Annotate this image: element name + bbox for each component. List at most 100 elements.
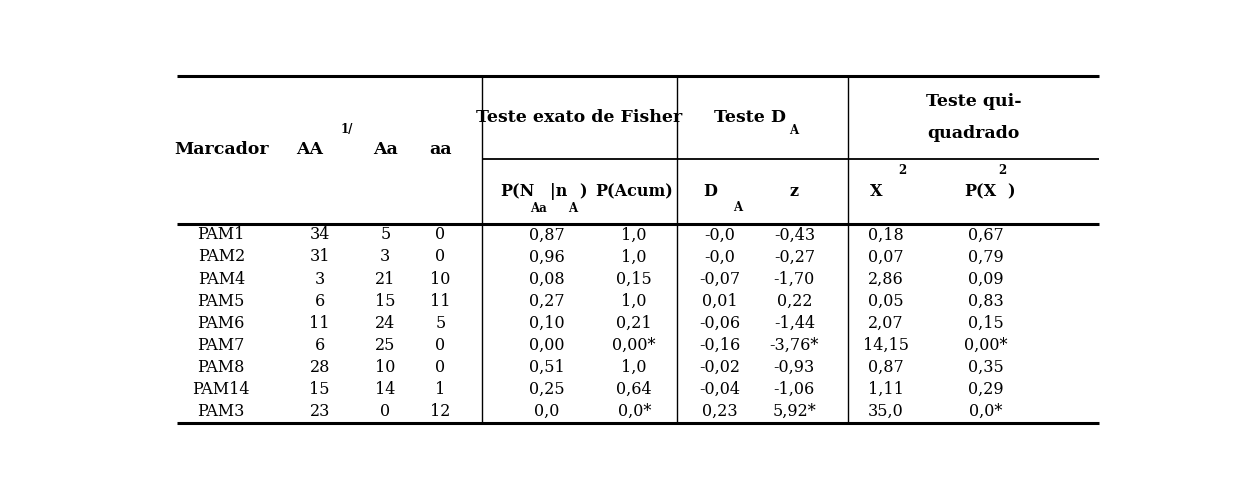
Text: P(X: P(X — [964, 183, 996, 200]
Text: -0,0: -0,0 — [705, 226, 736, 244]
Text: 11: 11 — [310, 315, 330, 332]
Text: 0,64: 0,64 — [616, 381, 652, 398]
Text: ): ) — [1007, 183, 1015, 200]
Text: 0,15: 0,15 — [967, 315, 1003, 332]
Text: 11: 11 — [430, 293, 451, 309]
Text: 0,67: 0,67 — [967, 226, 1003, 244]
Text: 14,15: 14,15 — [863, 337, 909, 354]
Text: X: X — [870, 183, 883, 200]
Text: 0,01: 0,01 — [702, 293, 738, 309]
Text: PAM4: PAM4 — [198, 271, 245, 288]
Text: 15: 15 — [375, 293, 396, 309]
Text: 0,29: 0,29 — [967, 381, 1003, 398]
Text: 5,92*: 5,92* — [772, 403, 817, 420]
Text: 5: 5 — [436, 315, 446, 332]
Text: 10: 10 — [430, 271, 451, 288]
Text: 0,0*: 0,0* — [969, 403, 1002, 420]
Text: 2: 2 — [899, 164, 906, 177]
Text: D: D — [703, 183, 717, 200]
Text: 5: 5 — [380, 226, 391, 244]
Text: 1,0: 1,0 — [621, 293, 647, 309]
Text: 0,08: 0,08 — [529, 271, 564, 288]
Text: -0,06: -0,06 — [700, 315, 741, 332]
Text: PAM6: PAM6 — [198, 315, 245, 332]
Text: 0,21: 0,21 — [616, 315, 652, 332]
Text: 0,00*: 0,00* — [613, 337, 656, 354]
Text: PAM2: PAM2 — [198, 248, 245, 266]
Text: 24: 24 — [375, 315, 396, 332]
Text: 0,00: 0,00 — [529, 337, 564, 354]
Text: quadrado: quadrado — [928, 125, 1020, 142]
Text: Aa: Aa — [374, 142, 397, 158]
Text: 0,09: 0,09 — [967, 271, 1003, 288]
Text: -0,07: -0,07 — [700, 271, 741, 288]
Text: AA: AA — [296, 142, 324, 158]
Text: -1,70: -1,70 — [773, 271, 815, 288]
Text: 1,0: 1,0 — [621, 248, 647, 266]
Text: 0,23: 0,23 — [702, 403, 738, 420]
Text: 12: 12 — [430, 403, 451, 420]
Text: -0,0: -0,0 — [705, 248, 736, 266]
Text: 0,35: 0,35 — [967, 359, 1003, 376]
Text: 0,05: 0,05 — [868, 293, 904, 309]
Text: z: z — [789, 183, 799, 200]
Text: 14: 14 — [375, 381, 396, 398]
Text: 23: 23 — [310, 403, 330, 420]
Text: 1,11: 1,11 — [868, 381, 904, 398]
Text: 0,96: 0,96 — [529, 248, 564, 266]
Text: P(N: P(N — [500, 183, 534, 200]
Text: 0: 0 — [380, 403, 391, 420]
Text: 0,15: 0,15 — [616, 271, 652, 288]
Text: PAM14: PAM14 — [193, 381, 250, 398]
Text: PAM7: PAM7 — [198, 337, 245, 354]
Text: -0,43: -0,43 — [774, 226, 815, 244]
Text: 0: 0 — [436, 248, 446, 266]
Text: -0,02: -0,02 — [700, 359, 741, 376]
Text: aa: aa — [430, 142, 452, 158]
Text: 0,18: 0,18 — [868, 226, 904, 244]
Text: 0,87: 0,87 — [529, 226, 564, 244]
Text: 0,0*: 0,0* — [618, 403, 651, 420]
Text: 1: 1 — [436, 381, 446, 398]
Text: -1,06: -1,06 — [773, 381, 815, 398]
Text: P(Acum): P(Acum) — [595, 183, 674, 200]
Text: -0,27: -0,27 — [774, 248, 815, 266]
Text: 0: 0 — [436, 359, 446, 376]
Text: 15: 15 — [310, 381, 330, 398]
Text: 2,07: 2,07 — [868, 315, 904, 332]
Text: ): ) — [579, 183, 586, 200]
Text: 25: 25 — [375, 337, 396, 354]
Text: 1/: 1/ — [341, 123, 354, 136]
Text: 6: 6 — [315, 293, 325, 309]
Text: -0,93: -0,93 — [773, 359, 815, 376]
Text: 0,10: 0,10 — [529, 315, 564, 332]
Text: 35,0: 35,0 — [868, 403, 904, 420]
Text: Teste exato de Fisher: Teste exato de Fisher — [476, 109, 682, 126]
Text: -0,16: -0,16 — [700, 337, 741, 354]
Text: 0,22: 0,22 — [777, 293, 812, 309]
Text: 0,79: 0,79 — [967, 248, 1003, 266]
Text: 3: 3 — [315, 271, 325, 288]
Text: 0,87: 0,87 — [868, 359, 904, 376]
Text: 21: 21 — [375, 271, 396, 288]
Text: 0: 0 — [436, 226, 446, 244]
Text: A: A — [789, 124, 799, 137]
Text: 34: 34 — [310, 226, 330, 244]
Text: A: A — [732, 201, 742, 214]
Text: 0,07: 0,07 — [868, 248, 904, 266]
Text: 1,0: 1,0 — [621, 359, 647, 376]
Text: 0: 0 — [436, 337, 446, 354]
Text: -3,76*: -3,76* — [769, 337, 819, 354]
Text: 6: 6 — [315, 337, 325, 354]
Text: 0,25: 0,25 — [529, 381, 564, 398]
Text: 3: 3 — [380, 248, 391, 266]
Text: 0,27: 0,27 — [529, 293, 564, 309]
Text: 2,86: 2,86 — [868, 271, 904, 288]
Text: |n: |n — [550, 183, 568, 200]
Text: Marcador: Marcador — [174, 142, 269, 158]
Text: 31: 31 — [310, 248, 330, 266]
Text: 28: 28 — [310, 359, 330, 376]
Text: 10: 10 — [375, 359, 396, 376]
Text: 0,83: 0,83 — [967, 293, 1003, 309]
Text: Teste D: Teste D — [713, 109, 786, 126]
